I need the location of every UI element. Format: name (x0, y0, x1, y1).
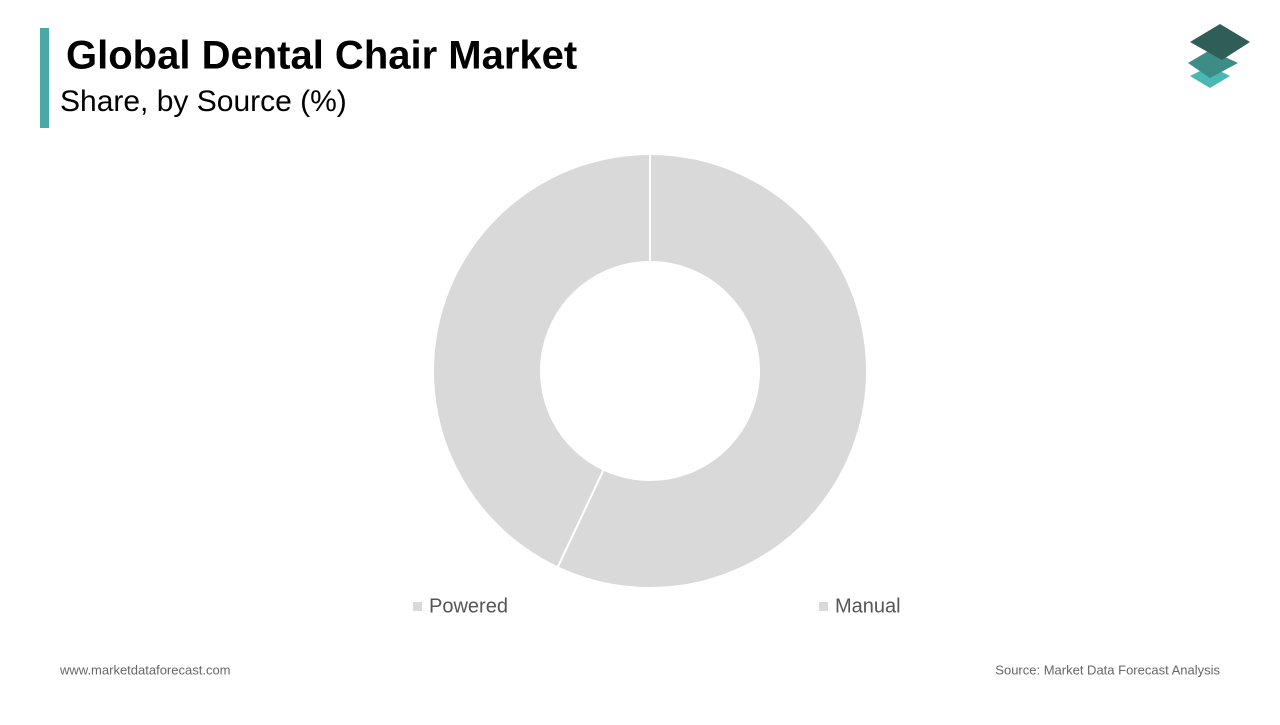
chart-title: Global Dental Chair Market (66, 34, 577, 78)
source-note: Source: Market Data Forecast Analysis (995, 662, 1220, 677)
website: www.marketdataforecast.com (59, 662, 231, 677)
legend-swatch (413, 602, 422, 611)
legend-label: Manual (835, 595, 901, 617)
logo (1188, 24, 1250, 88)
pie-slice (556, 152, 868, 589)
chart-subtitle: Share, by Source (%) (60, 85, 347, 118)
legend-label: Powered (429, 595, 508, 617)
legend-swatch (819, 602, 828, 611)
title-accent (40, 28, 49, 128)
pie-slice (432, 152, 651, 569)
